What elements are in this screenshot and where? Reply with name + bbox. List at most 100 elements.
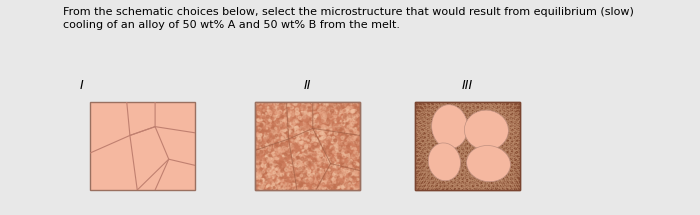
Circle shape: [307, 131, 310, 134]
Circle shape: [262, 184, 265, 187]
Circle shape: [354, 188, 356, 190]
Circle shape: [260, 158, 264, 161]
Circle shape: [335, 170, 337, 173]
Circle shape: [298, 131, 300, 134]
Circle shape: [349, 170, 350, 171]
Circle shape: [332, 149, 333, 150]
Circle shape: [341, 178, 344, 180]
Circle shape: [350, 184, 352, 187]
Circle shape: [340, 129, 343, 132]
Circle shape: [358, 137, 360, 139]
Circle shape: [279, 115, 281, 116]
Circle shape: [328, 146, 329, 147]
Circle shape: [318, 154, 320, 156]
Circle shape: [296, 141, 298, 143]
Circle shape: [284, 125, 285, 126]
Circle shape: [347, 138, 349, 140]
Circle shape: [283, 128, 286, 131]
Circle shape: [340, 109, 344, 112]
Circle shape: [332, 140, 333, 141]
Circle shape: [279, 115, 283, 118]
Circle shape: [274, 156, 276, 158]
Circle shape: [309, 178, 312, 182]
Circle shape: [332, 163, 335, 165]
Circle shape: [272, 166, 274, 168]
Circle shape: [317, 131, 319, 134]
Circle shape: [305, 129, 307, 131]
Circle shape: [332, 176, 336, 179]
Circle shape: [293, 183, 295, 186]
Circle shape: [286, 181, 288, 182]
Circle shape: [321, 125, 324, 128]
Circle shape: [258, 181, 260, 184]
Circle shape: [351, 124, 352, 125]
Circle shape: [261, 146, 262, 148]
Circle shape: [266, 142, 269, 145]
Circle shape: [298, 137, 300, 140]
Circle shape: [272, 131, 274, 134]
Circle shape: [347, 137, 349, 139]
Circle shape: [336, 111, 338, 113]
Circle shape: [346, 181, 349, 183]
Circle shape: [262, 112, 265, 116]
Circle shape: [350, 129, 352, 132]
Circle shape: [340, 175, 342, 177]
Circle shape: [296, 151, 297, 152]
Circle shape: [265, 166, 267, 167]
Circle shape: [305, 121, 308, 123]
Circle shape: [290, 104, 291, 106]
Circle shape: [269, 184, 272, 187]
Circle shape: [265, 161, 267, 163]
Circle shape: [346, 183, 349, 185]
Circle shape: [340, 111, 342, 114]
Circle shape: [262, 179, 265, 181]
Circle shape: [283, 151, 286, 155]
Circle shape: [285, 134, 286, 135]
Circle shape: [282, 174, 286, 177]
Circle shape: [272, 171, 275, 174]
Circle shape: [315, 164, 317, 166]
Circle shape: [271, 145, 272, 146]
Circle shape: [269, 145, 272, 148]
Circle shape: [274, 152, 276, 154]
Circle shape: [258, 114, 259, 115]
Circle shape: [299, 140, 300, 141]
Circle shape: [275, 126, 279, 129]
Circle shape: [332, 137, 335, 139]
Circle shape: [274, 115, 275, 116]
Circle shape: [290, 117, 293, 120]
Circle shape: [271, 105, 274, 108]
Circle shape: [322, 170, 323, 172]
Circle shape: [331, 179, 332, 181]
Circle shape: [298, 105, 301, 108]
Circle shape: [291, 168, 293, 170]
Circle shape: [281, 126, 282, 127]
Circle shape: [290, 174, 293, 177]
Circle shape: [342, 144, 344, 147]
Circle shape: [352, 120, 355, 123]
Circle shape: [268, 107, 271, 110]
Circle shape: [336, 186, 339, 189]
Circle shape: [271, 127, 272, 128]
Circle shape: [276, 129, 278, 131]
Circle shape: [295, 180, 298, 183]
Circle shape: [298, 185, 301, 188]
Circle shape: [260, 173, 262, 175]
Circle shape: [351, 166, 353, 167]
Circle shape: [344, 153, 345, 155]
Circle shape: [314, 138, 317, 141]
Circle shape: [341, 134, 342, 135]
Circle shape: [286, 116, 288, 118]
Circle shape: [352, 160, 353, 161]
Circle shape: [346, 118, 349, 121]
Circle shape: [298, 175, 300, 177]
Circle shape: [295, 140, 297, 142]
Circle shape: [266, 120, 267, 121]
Circle shape: [327, 114, 330, 118]
Circle shape: [273, 146, 274, 147]
Circle shape: [307, 142, 308, 144]
Circle shape: [318, 126, 321, 129]
Circle shape: [279, 153, 282, 155]
Circle shape: [297, 113, 300, 116]
Circle shape: [332, 130, 335, 132]
